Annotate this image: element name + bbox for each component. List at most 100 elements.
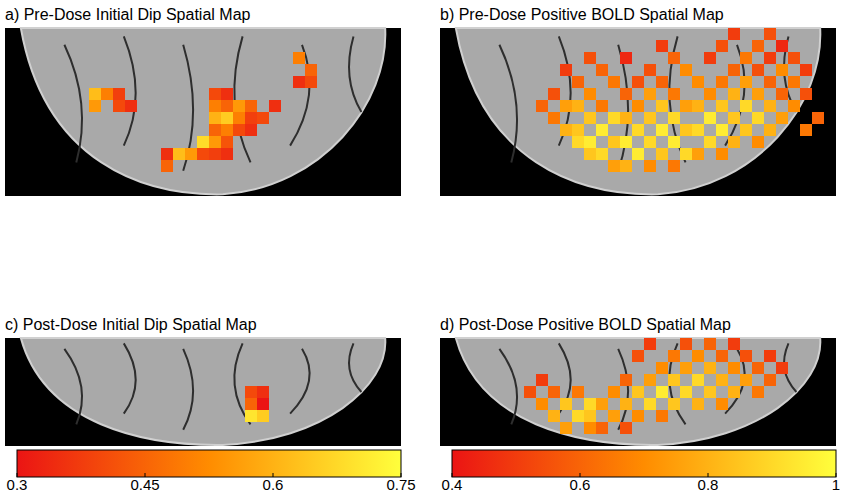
heat-cell	[257, 410, 269, 422]
heat-cell	[752, 88, 764, 100]
heat-cell	[632, 350, 644, 362]
heat-cell	[101, 88, 113, 100]
heat-cell	[656, 76, 668, 88]
heat-cell	[752, 40, 764, 52]
sulcus	[64, 349, 82, 425]
heat-cell	[221, 112, 233, 124]
heat-cell	[740, 124, 752, 136]
heat-cell	[668, 374, 680, 386]
heat-cell	[596, 64, 608, 76]
heat-cell	[728, 136, 740, 148]
heat-cell	[620, 112, 632, 124]
heat-cell	[716, 124, 728, 136]
colorbar: 0.30.450.60.75	[7, 450, 416, 493]
heat-cell	[560, 398, 572, 410]
heat-cell	[257, 398, 269, 410]
colorbar: 0.40.60.81	[442, 450, 841, 493]
heat-cell	[620, 398, 632, 410]
heat-cell	[668, 52, 680, 64]
heat-cell	[728, 338, 740, 350]
heat-cell	[572, 100, 584, 112]
heat-cell	[560, 100, 572, 112]
heat-cell	[716, 398, 728, 410]
heat-cell	[620, 136, 632, 148]
heat-cell	[704, 386, 716, 398]
heat-cell	[245, 386, 257, 398]
cells	[245, 386, 269, 422]
heat-cell	[233, 112, 245, 124]
heat-cell	[656, 100, 668, 112]
heat-cell	[293, 76, 305, 88]
heat-cell	[788, 52, 800, 64]
heat-cell	[221, 100, 233, 112]
heat-cell	[572, 410, 584, 422]
heat-cell	[644, 136, 656, 148]
heat-cell	[584, 112, 596, 124]
heat-cell	[752, 362, 764, 374]
sulcus	[290, 45, 309, 146]
heat-cell	[305, 76, 317, 88]
brain-image	[21, 28, 385, 194]
brain-image	[456, 338, 820, 445]
heat-cell	[716, 374, 728, 386]
heat-cell	[740, 76, 752, 88]
heat-cell	[800, 124, 812, 136]
heat-cell	[608, 160, 620, 172]
brain-image	[456, 28, 820, 194]
heat-cell	[656, 410, 668, 422]
heat-cell	[548, 410, 560, 422]
heat-cell	[668, 112, 680, 124]
colorbar-tick-label: 1	[832, 476, 840, 493]
panel-title: a) Pre-Dose Initial Dip Spatial Map	[5, 6, 251, 23]
heat-cell	[89, 100, 101, 112]
heat-cell	[608, 410, 620, 422]
heat-cell	[764, 100, 776, 112]
heat-cell	[704, 136, 716, 148]
sulcus	[290, 349, 309, 414]
heat-cell	[572, 386, 584, 398]
heat-cell	[608, 136, 620, 148]
sulcus	[349, 343, 361, 392]
heat-cell	[548, 386, 560, 398]
heat-cell	[245, 100, 257, 112]
sulcus	[64, 45, 82, 163]
heat-cell	[209, 100, 221, 112]
cells	[536, 28, 824, 172]
heat-cell	[668, 350, 680, 362]
cells	[89, 52, 317, 172]
brain-image	[21, 338, 385, 445]
heat-cell	[668, 88, 680, 100]
heat-cell	[692, 124, 704, 136]
heat-cell	[752, 386, 764, 398]
heat-cell	[728, 386, 740, 398]
heat-cell	[680, 362, 692, 374]
heat-cell	[692, 350, 704, 362]
heat-cell	[536, 398, 548, 410]
heat-cell	[245, 112, 257, 124]
heat-cell	[221, 124, 233, 136]
heat-cell	[209, 124, 221, 136]
heat-cell	[257, 112, 269, 124]
heat-cell	[584, 52, 596, 64]
heat-cell	[233, 100, 245, 112]
heat-cell	[680, 124, 692, 136]
heat-cell	[752, 136, 764, 148]
heat-cell	[161, 148, 173, 160]
heat-cell	[692, 374, 704, 386]
panel-title: b) Pre-Dose Positive BOLD Spatial Map	[440, 6, 724, 23]
heat-cell	[584, 136, 596, 148]
heat-cell	[656, 148, 668, 160]
heat-cell	[788, 76, 800, 88]
heat-cell	[644, 160, 656, 172]
colorbar-tick-label: 0.6	[570, 476, 591, 493]
sulcus	[234, 36, 250, 162]
heat-cell	[209, 112, 221, 124]
heat-cell	[704, 362, 716, 374]
heat-cell	[668, 398, 680, 410]
heat-cell	[596, 148, 608, 160]
heat-cell	[740, 52, 752, 64]
panel: b) Pre-Dose Positive BOLD Spatial Map	[440, 6, 836, 196]
heat-cell	[197, 136, 209, 148]
panel: a) Pre-Dose Initial Dip Spatial Map	[5, 6, 401, 196]
heat-cell	[221, 88, 233, 100]
